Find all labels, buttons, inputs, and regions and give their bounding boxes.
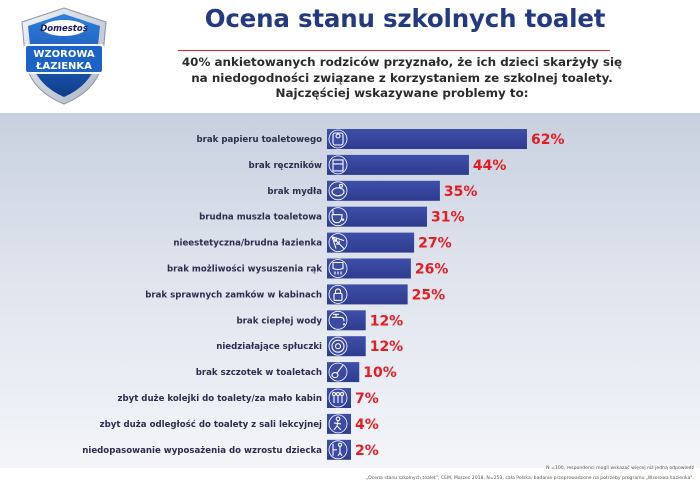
program-name-line2: ŁAZIENKA (35, 61, 92, 72)
value-label: 35% (444, 184, 478, 200)
queue-icon (331, 391, 345, 403)
dirty-toilet-icon (331, 209, 345, 224)
value-label: 10% (363, 365, 397, 381)
bar (327, 206, 427, 227)
category-label: nieestetyczna/brudna łazienka (173, 239, 322, 249)
bar (327, 129, 527, 149)
subtitle-line: 40% ankietowanych rodziców przyznało, że… (181, 55, 623, 69)
bar (327, 180, 440, 201)
category-label: zbyt duże kolejki do toalety/za mało kab… (117, 394, 322, 404)
title-divider (178, 50, 610, 51)
child-icon (332, 442, 343, 457)
cobweb-icon (331, 236, 345, 249)
category-label: brudna muszla toaletowa (199, 213, 322, 223)
category-label: niedopasowanie wyposażenia do wzrostu dz… (82, 446, 322, 456)
lock-icon (333, 288, 343, 301)
icon-badge (328, 440, 348, 460)
category-label: brak ręczników (249, 160, 323, 171)
value-label: 62% (531, 132, 565, 148)
subtitle-line: na niedogodności związane z korzystaniem… (191, 70, 613, 85)
hand-dryer-icon (332, 261, 344, 275)
category-label: brak możliwości wysuszenia rąk (167, 264, 322, 275)
value-label: 25% (412, 287, 446, 303)
brand-name: Domestos (40, 24, 88, 34)
towel-icon (332, 159, 344, 172)
footnote: N =100, respondenci mogli wskazać więcej… (546, 466, 694, 471)
value-label: 7% (355, 391, 379, 407)
page-title: Ocena stanu szkolnych toalet (204, 4, 606, 33)
walking-person-icon (333, 416, 342, 431)
value-label: 12% (370, 339, 404, 355)
category-label: brak papieru toaletowego (196, 135, 322, 145)
category-label: zbyt duża odległość do toalety z sali le… (100, 419, 322, 430)
value-label: 31% (431, 210, 465, 226)
bar (327, 284, 408, 305)
category-label: brak szczotek w toaletach (196, 368, 322, 378)
bar (327, 154, 469, 175)
category-label: brak ciepłej wody (237, 316, 323, 326)
value-label: 27% (418, 236, 452, 252)
bar (327, 258, 411, 279)
value-label: 44% (473, 158, 507, 174)
bar-chart: brak papieru toaletowego 62% brak ręcznikó… (82, 129, 565, 460)
domestos-brand-mark: Domestos (40, 20, 88, 36)
toilet-brush-icon (331, 364, 344, 379)
chart-panel: brak papieru toaletowego 62% brak ręcznikó… (0, 113, 700, 468)
value-label: 4% (355, 417, 379, 433)
icon-badge (328, 310, 348, 330)
program-name-line1: WZOROWA (33, 49, 95, 60)
toilet-paper-icon (332, 132, 344, 146)
faucet-icon (332, 313, 345, 326)
category-label: brak mydła (267, 187, 322, 197)
flush-icon (331, 339, 345, 353)
value-label: 2% (355, 443, 379, 459)
domestos-logo: Domestos WZOROWA ŁAZIENKA (21, 7, 107, 105)
value-label: 26% (415, 262, 449, 278)
value-label: 12% (370, 313, 404, 329)
source-note: „Ocena stanu szkolnych toalet", CEM, Mar… (366, 476, 694, 481)
category-label: brak sprawnych zamków w kabinach (145, 289, 322, 300)
subtitle: 40% ankietowanych rodziców przyznało, że… (140, 55, 664, 102)
soap-icon (331, 183, 345, 197)
subtitle-line: Najczęściej wskazywane problemy to: (275, 86, 529, 100)
category-label: niedziałające spłuczki (216, 342, 322, 352)
bar (327, 232, 415, 253)
